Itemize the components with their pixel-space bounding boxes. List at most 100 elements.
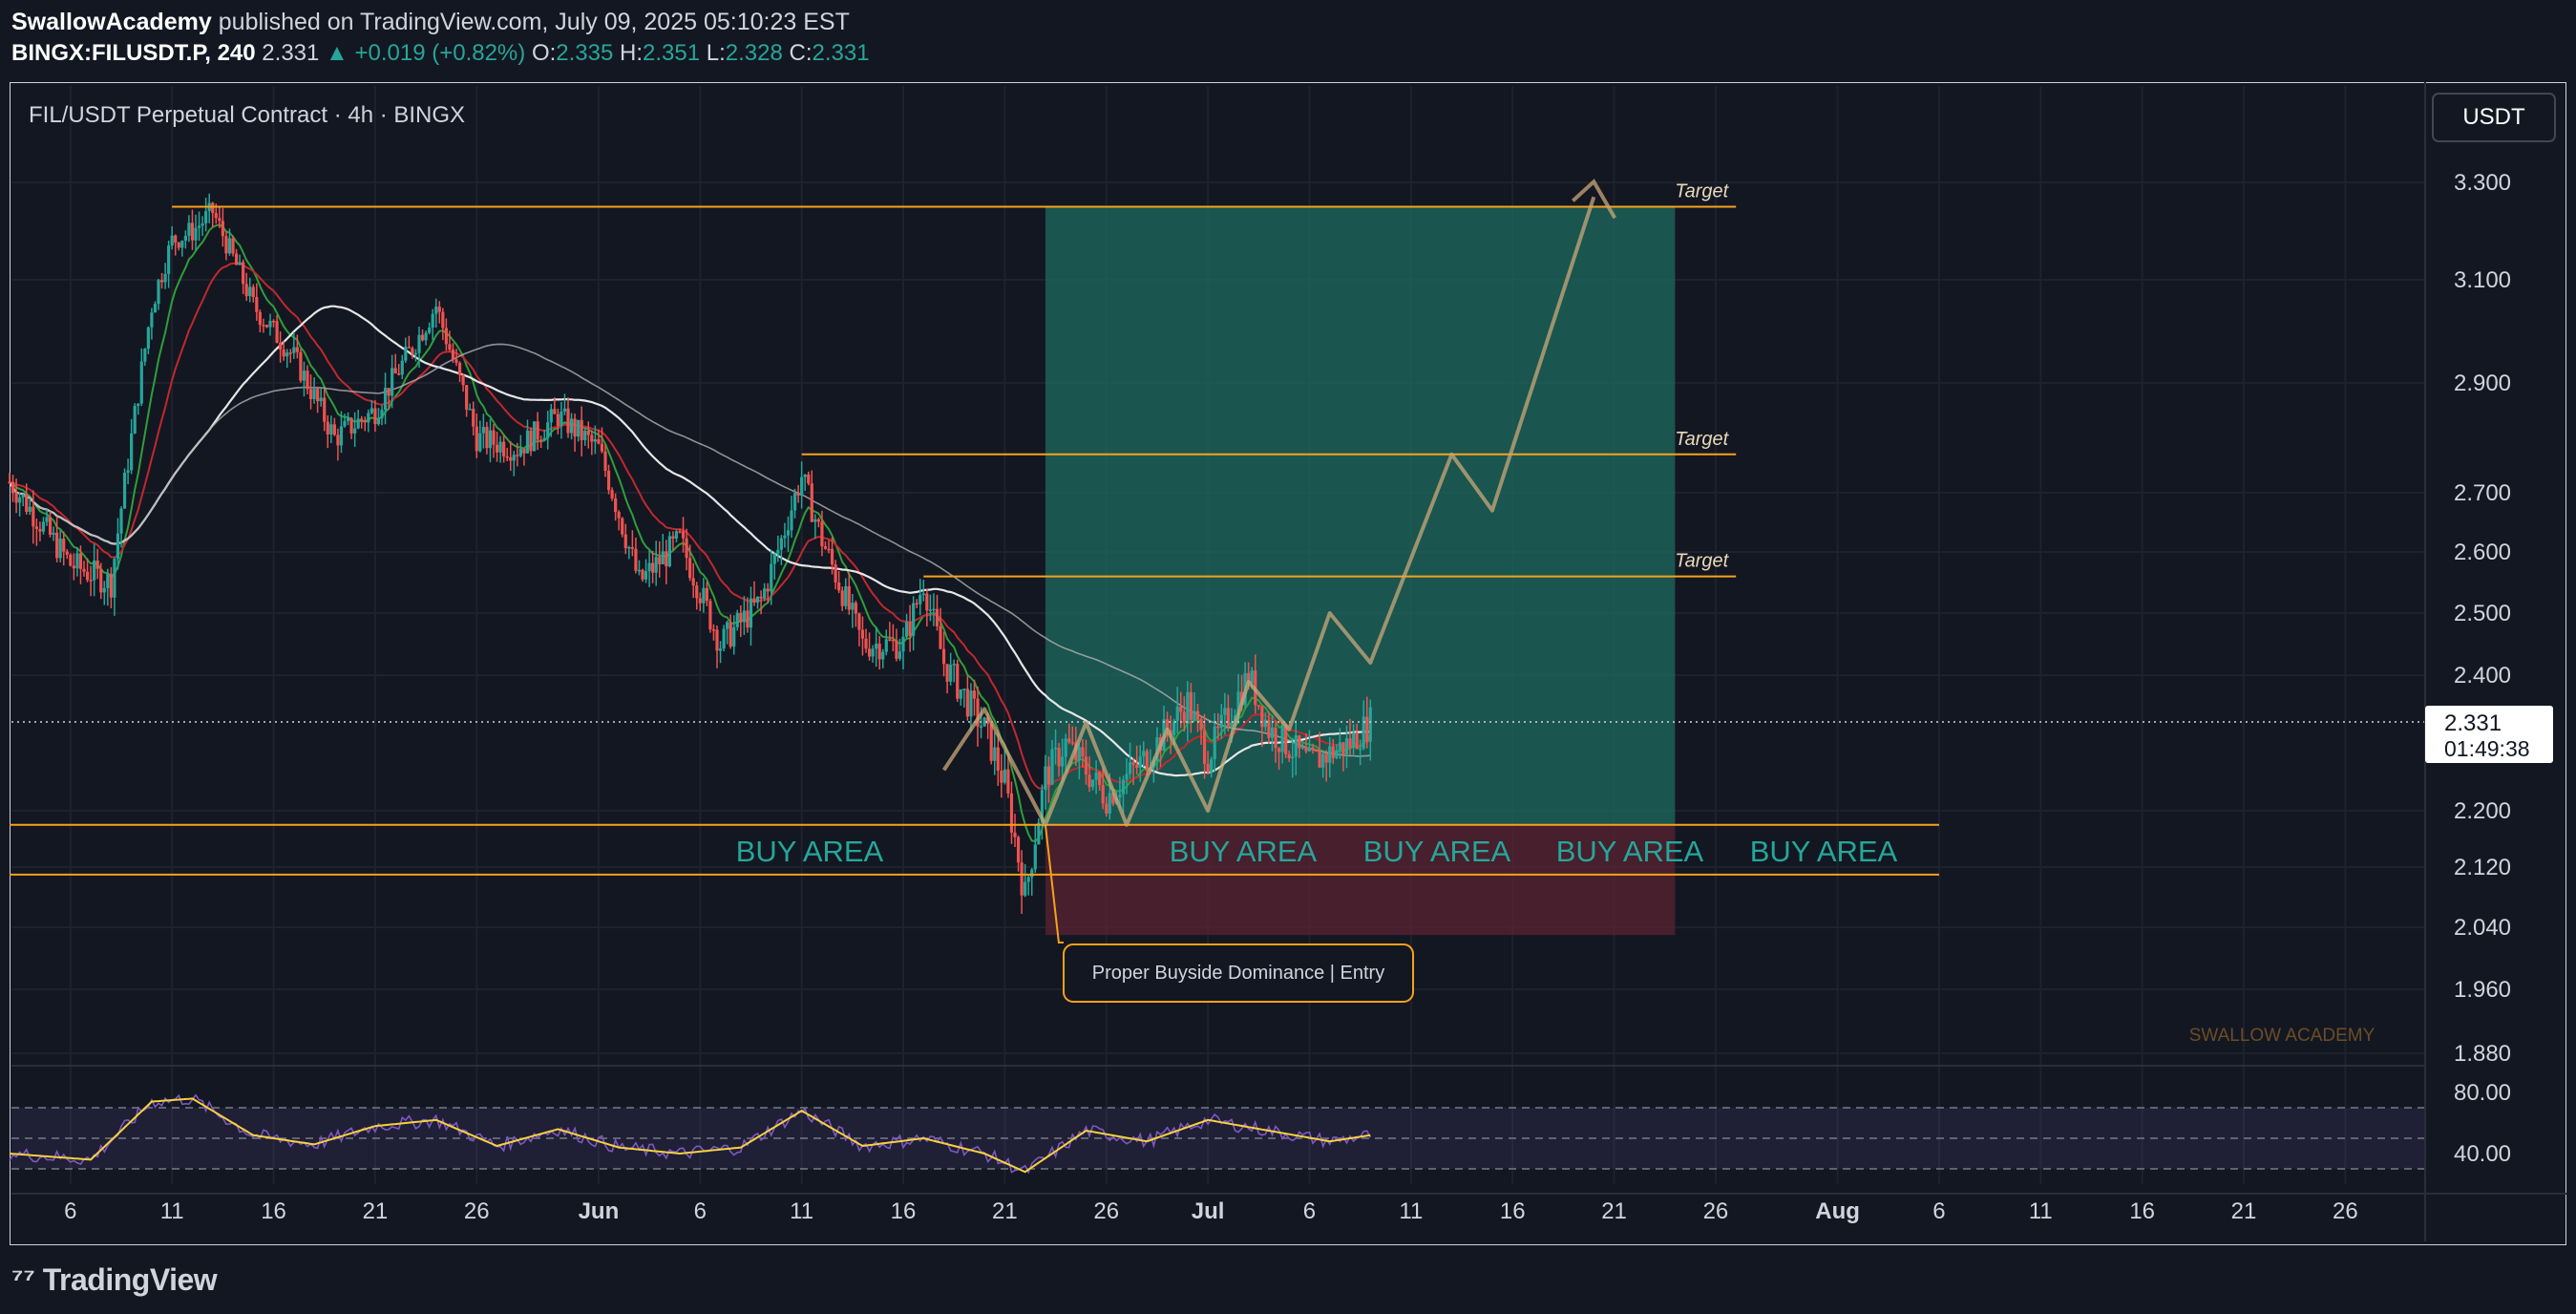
candle-up	[875, 644, 878, 649]
candle-up	[1061, 756, 1065, 767]
candle-down	[373, 408, 377, 425]
close-value: 2.331	[812, 40, 870, 66]
candle-down	[262, 325, 265, 327]
candle-down	[695, 585, 699, 599]
y-tick-label: 2.600	[2454, 540, 2511, 565]
candle-down	[1277, 748, 1281, 752]
candle-up	[404, 347, 408, 361]
candle-down	[711, 629, 716, 631]
candle-down	[288, 352, 292, 354]
candle-down	[336, 434, 340, 446]
candle-down	[1006, 769, 1010, 794]
tradingview-logo-icon[interactable]: ⁷⁷	[11, 1263, 35, 1295]
rsi-signal-line	[9, 1097, 1371, 1174]
y-tick-label: 2.120	[2454, 855, 2511, 880]
currency-button-label[interactable]: USDT	[2462, 104, 2525, 130]
candle-down	[860, 629, 865, 639]
candle-down	[597, 438, 601, 444]
candle-down	[1067, 738, 1071, 743]
candle-down	[580, 419, 583, 440]
candle-down	[685, 538, 688, 559]
candles	[8, 193, 1372, 914]
candle-down	[1199, 719, 1203, 731]
candle-up	[512, 455, 516, 461]
tradingview-logo-text[interactable]: TradingView	[42, 1261, 218, 1297]
candle-down	[728, 622, 732, 647]
candle-up	[1250, 670, 1254, 684]
candle-up	[1270, 727, 1275, 738]
candle-down	[1020, 862, 1024, 896]
candle-down	[1131, 762, 1135, 766]
candle-up	[1037, 822, 1041, 845]
candle-up	[928, 609, 932, 611]
candle-down	[688, 558, 692, 579]
watermark: SWALLOW ACADEMY	[2189, 1026, 2375, 1046]
x-tick-label: 26	[2333, 1198, 2358, 1224]
candle-down	[1365, 716, 1369, 742]
candle-up	[28, 506, 32, 512]
candle-up	[319, 397, 323, 402]
candle-up	[339, 426, 344, 446]
candle-down	[221, 221, 224, 237]
candle-down	[231, 238, 235, 254]
candle-up	[969, 690, 973, 717]
candle-up	[844, 585, 848, 606]
candle-down	[1087, 774, 1091, 788]
candle-down	[502, 441, 506, 456]
candle-up	[113, 559, 116, 598]
candle-down	[82, 568, 86, 572]
candle-up	[1362, 716, 1365, 749]
candle-down	[553, 409, 557, 414]
candle-down	[316, 389, 320, 402]
author-name[interactable]: SwallowAcademy	[11, 9, 212, 35]
buy-area-label: BUY AREA	[736, 835, 884, 868]
candle-down	[965, 689, 969, 717]
y-tick-label: 2.500	[2454, 601, 2511, 626]
candle-down	[986, 717, 990, 724]
candle-up	[813, 519, 817, 522]
candle-down	[671, 536, 675, 539]
candle-up	[1125, 774, 1129, 780]
currency-button-bg[interactable]	[2432, 93, 2556, 142]
candle-down	[708, 601, 712, 630]
candle-up	[763, 588, 767, 599]
candle-up	[383, 388, 388, 411]
buy-area-label: BUY AREA	[1750, 835, 1898, 868]
candle-down	[810, 483, 813, 522]
candle-up	[468, 409, 472, 411]
candle-up	[248, 286, 252, 297]
candle-down	[847, 585, 851, 610]
candle-up	[881, 651, 885, 660]
candle-up	[569, 418, 574, 434]
x-tick-label: 26	[1703, 1198, 1729, 1224]
candle-up	[227, 238, 232, 254]
buy-area-label: BUY AREA	[1170, 835, 1318, 868]
currency-button[interactable]: USDT	[2432, 93, 2556, 142]
candle-down	[234, 253, 239, 265]
candle-up	[167, 245, 171, 274]
chart-frame[interactable]	[10, 82, 2566, 1245]
target-label: Target	[1675, 181, 1729, 202]
candle-up	[431, 313, 434, 328]
candle-down	[877, 644, 881, 660]
candle-down	[457, 362, 462, 375]
candle-up	[18, 497, 22, 503]
candle-down	[715, 629, 719, 651]
candle-down	[323, 397, 327, 422]
candle-down	[573, 418, 577, 437]
candle-down	[244, 284, 248, 297]
candle-up	[376, 417, 381, 425]
candle-down	[641, 569, 644, 580]
candle-up	[106, 573, 110, 588]
candle-up	[1328, 746, 1332, 763]
published-text: published on TradingView.com, July 09, 2…	[218, 9, 850, 35]
candle-down	[945, 664, 949, 682]
candle-down	[85, 571, 90, 581]
candle-down	[1111, 793, 1115, 804]
axes: 3.300 3.100 2.900 2.700 2.600 2.500 2.400 2.200…	[11, 82, 2566, 1241]
candle-down	[99, 568, 103, 593]
candle-down	[279, 342, 283, 350]
y-tick-label: 1.960	[2454, 977, 2511, 1003]
candle-down	[539, 439, 543, 442]
